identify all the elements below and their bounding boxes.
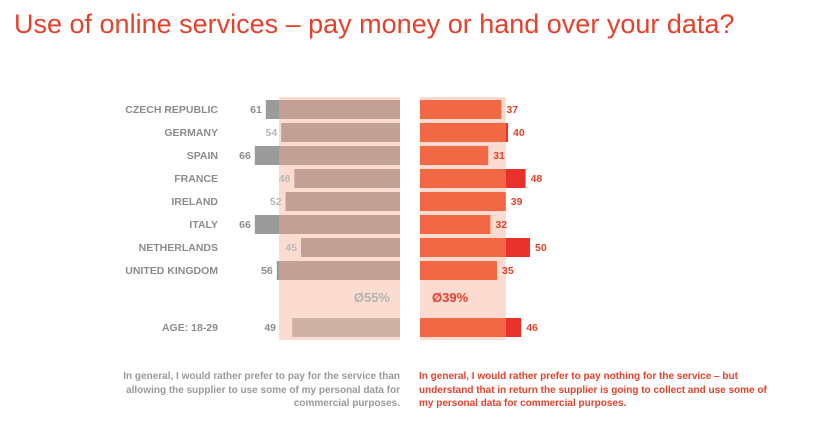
category-label: NETHERLANDS [139,242,218,254]
value-label-data: 50 [535,242,547,254]
bar-data [420,146,489,165]
bar-pay [279,215,400,234]
bar-data [420,123,506,142]
bar-age-data-above-average [505,318,522,337]
note-pay: In general, I would rather prefer to pay… [123,371,400,409]
category-label: GERMANY [164,127,218,139]
note-data: In general, I would rather prefer to pay… [419,371,767,409]
bar-pay [279,261,400,280]
bar-pay [279,146,400,165]
value-label-data: 31 [493,150,505,162]
bar-data [420,100,502,119]
value-label-pay: 56 [261,265,273,277]
value-label-pay: 52 [270,196,282,208]
bar-pay [301,238,400,257]
bar-data [420,192,506,211]
bar-rows: CZECH REPUBLIC 61 37 GERMANY 54 40 SPAIN 66 31 FR… [125,100,547,280]
bar-pay [294,169,400,188]
value-label-pay: 61 [250,104,262,116]
average-label-pay: Ø55% [354,290,391,305]
value-label-data: 37 [506,104,518,116]
value-label-pay: 48 [279,173,291,185]
category-label: ITALY [189,219,218,231]
category-label: IRELAND [171,196,218,208]
bar-pay [285,192,400,211]
bar-data-above-average [505,169,526,188]
category-label: SPAIN [187,150,218,162]
value-label-pay: 66 [239,150,251,162]
category-label: FRANCE [174,173,218,185]
bar-data [420,238,506,257]
category-label: CZECH REPUBLIC [125,104,218,116]
value-label-age-pay: 49 [264,322,276,334]
bar-pay-above-average [254,146,279,165]
bar-pay [279,100,400,119]
bar-data-above-average [505,238,530,257]
bar-age-pay [292,318,400,337]
value-label-age-data: 46 [526,322,538,334]
bar-data [420,261,497,280]
bar-data [420,169,506,188]
bar-data-above-average [505,123,508,142]
value-label-pay: 66 [239,219,251,231]
bar-pay [281,123,400,142]
value-label-data: 35 [502,265,514,277]
value-label-data: 32 [495,219,507,231]
bar-pay-above-average [276,261,279,280]
age-label: AGE: 18-29 [162,322,218,334]
bar-pay-above-average [265,100,279,119]
bar-data [420,215,491,234]
value-label-data: 39 [511,196,523,208]
bar-pay-above-average [254,215,279,234]
age-row: AGE: 18-29 49 46 [162,318,538,337]
category-label: UNITED KINGDOM [125,265,218,277]
value-label-pay: 45 [285,242,297,254]
value-label-data: 40 [513,127,525,139]
bar-age-data [420,318,506,337]
value-label-data: 48 [531,173,543,185]
value-label-pay: 54 [266,127,278,139]
average-label-data: Ø39% [432,290,469,305]
chart-title: Use of online services – pay money or ha… [14,9,734,39]
